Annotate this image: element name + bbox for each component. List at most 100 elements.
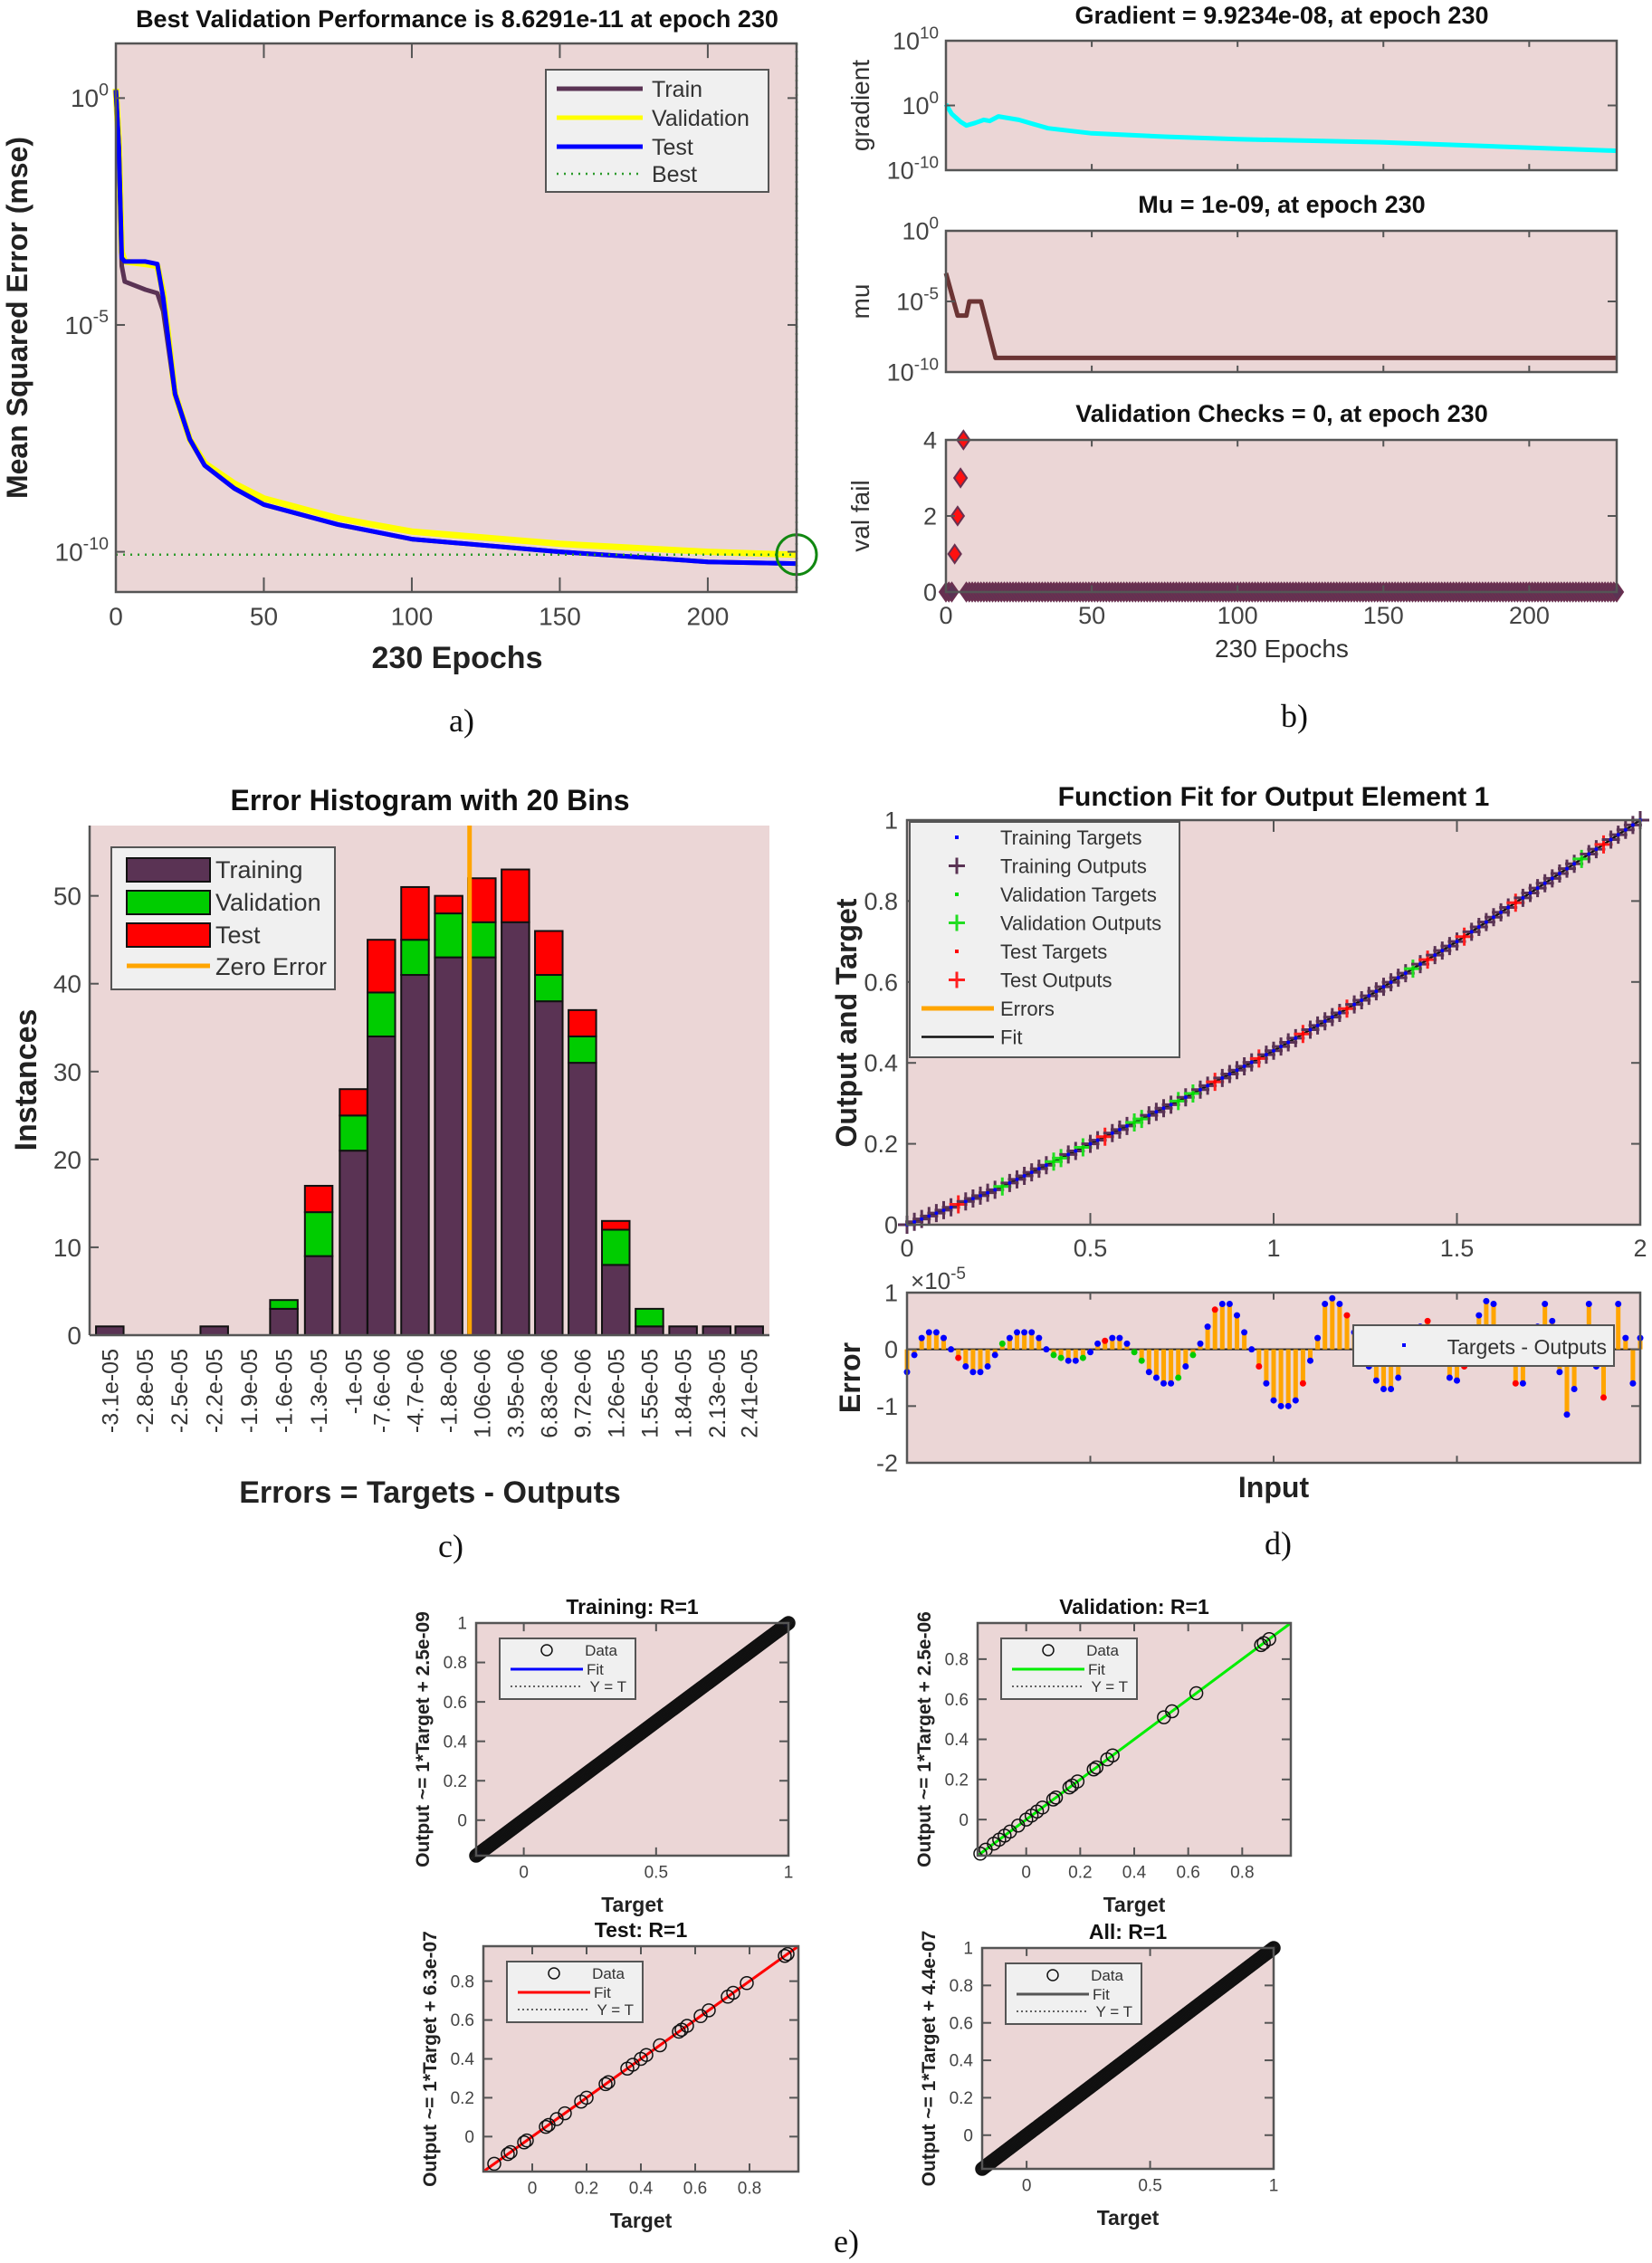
target-marker <box>1367 994 1371 998</box>
error-point <box>1380 1386 1387 1393</box>
error-point <box>1549 1317 1556 1324</box>
target-marker <box>1140 1117 1144 1122</box>
error-point <box>1343 1312 1351 1319</box>
bar-validation <box>467 921 497 959</box>
x-tick-label: -2.8e-05 <box>133 1349 158 1433</box>
panel-label: c) <box>438 1528 463 1564</box>
target-marker <box>1426 958 1430 962</box>
legend-label: Y = T <box>597 2001 634 2019</box>
y-tick-label: 40 <box>53 970 81 998</box>
error-point <box>1226 1301 1233 1308</box>
axes-frame <box>114 42 798 594</box>
y-multiplier-label: ×10-5 <box>911 1265 966 1294</box>
error-point <box>1490 1301 1497 1308</box>
error-point <box>1542 1301 1549 1308</box>
data-point <box>1035 1800 1050 1815</box>
tick-base: 10 <box>902 92 929 119</box>
error-point <box>1446 1374 1453 1381</box>
target-marker <box>1514 901 1518 905</box>
error-point <box>1175 1374 1182 1381</box>
error-point <box>1329 1294 1336 1302</box>
x-tick-label: 200 <box>1509 602 1550 629</box>
target-marker <box>1469 930 1474 934</box>
error-point <box>1138 1357 1145 1364</box>
y-axis-label: Output ~= 1*Target + 2.5e-06 <box>914 1611 935 1867</box>
target-marker <box>1294 1036 1298 1040</box>
data-point <box>520 2133 534 2148</box>
target-marker <box>1572 862 1577 866</box>
y-tick-label: 0 <box>67 1322 81 1350</box>
error-point <box>977 1369 984 1376</box>
data-point <box>539 2119 553 2134</box>
x-tick-label: 1 <box>1266 1235 1280 1262</box>
error-point <box>1454 1377 1460 1384</box>
target-marker <box>1183 1095 1188 1100</box>
target-marker <box>1609 837 1613 842</box>
error-point <box>1263 1380 1270 1387</box>
target-marker <box>1345 1007 1349 1011</box>
target-marker <box>1220 1075 1225 1080</box>
y-tick-label: 0 <box>963 2126 973 2145</box>
bar-test <box>568 1008 597 1037</box>
x-tick-label: 1.84e-05 <box>672 1349 697 1438</box>
bar-test <box>601 1219 631 1231</box>
bar-test <box>367 939 396 994</box>
target-marker <box>1360 998 1364 1003</box>
error-point <box>1292 1397 1299 1404</box>
y-tick-label: 0.6 <box>945 1691 969 1710</box>
legend-label: Data <box>1091 1967 1123 1984</box>
target-marker <box>1154 1110 1159 1114</box>
error-point <box>969 1369 977 1376</box>
panel-label: a) <box>449 702 474 739</box>
tick-exponent: 0 <box>99 81 109 100</box>
chart-title: Validation: R=1 <box>1059 1595 1209 1618</box>
y-tick-label: 0.6 <box>864 969 898 996</box>
data-point <box>1189 1685 1204 1701</box>
error-point <box>1299 1380 1306 1387</box>
bar-training <box>434 956 463 1336</box>
bar-training <box>467 956 497 1336</box>
x-tick-label: -2.5e-05 <box>167 1349 193 1433</box>
bar-validation <box>601 1228 631 1266</box>
x-tick-label: 1.06e-06 <box>470 1349 495 1438</box>
legend-label: Y = T <box>590 1678 626 1695</box>
bar-training <box>303 1255 334 1337</box>
target-marker <box>1286 1040 1291 1045</box>
x-tick-label: 1.26e-05 <box>604 1349 629 1438</box>
tick-base: 10 <box>887 157 914 184</box>
error-point <box>1021 1329 1028 1336</box>
error-point <box>1585 1301 1592 1308</box>
target-marker <box>1484 920 1488 924</box>
target-marker <box>963 1199 968 1204</box>
x-tick-label: 0 <box>528 2180 538 2199</box>
target-marker <box>1587 852 1591 856</box>
target-marker <box>970 1197 975 1201</box>
target-marker <box>1535 886 1540 891</box>
error-point <box>1145 1369 1152 1376</box>
data-point <box>726 1985 740 2000</box>
tick-base: 10 <box>71 84 99 112</box>
gradient-chart: Gradient = 9.9234e-08, at epoch 230 gradi… <box>846 2 1619 184</box>
x-axis-label: Input <box>1238 1471 1310 1504</box>
target-marker <box>1462 934 1466 939</box>
tick-label: 10-10 <box>887 355 939 386</box>
y-tick-label: 30 <box>53 1058 81 1086</box>
x-tick-label: 2.41e-05 <box>738 1349 763 1438</box>
tick-base: 10 <box>893 27 920 54</box>
legend-label: Validation <box>652 106 750 131</box>
legend-label: Training <box>215 856 303 883</box>
data-point <box>1048 1790 1064 1805</box>
plot-area <box>946 440 1617 592</box>
data-point <box>639 2048 654 2062</box>
error-point <box>1241 1329 1248 1336</box>
chart-title: Training: R=1 <box>566 1595 699 1618</box>
target-marker <box>1308 1027 1313 1032</box>
target-marker <box>1542 881 1547 885</box>
x-axis-label: Target <box>1103 1893 1166 1916</box>
target-marker <box>1052 1160 1055 1164</box>
bar-test <box>534 930 564 977</box>
function-fit-legend: Training Targets Training Outputs Validati… <box>909 821 1180 1058</box>
tick-base: 10 <box>55 538 83 566</box>
chart-title: Error Histogram with 20 Bins <box>231 784 630 816</box>
